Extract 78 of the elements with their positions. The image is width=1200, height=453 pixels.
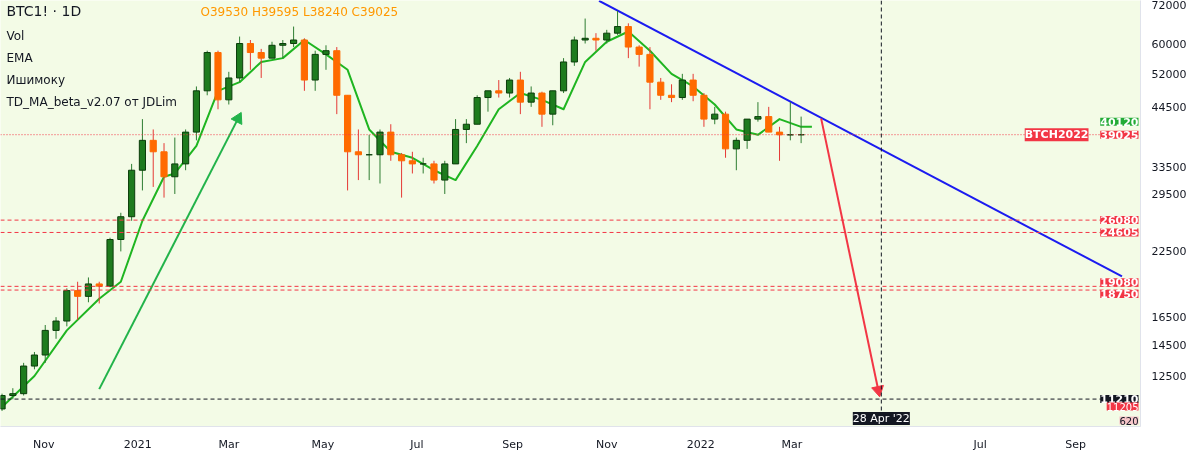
candlestick <box>74 281 82 321</box>
candlestick <box>505 77 514 99</box>
y-tick-label: 44500 <box>1151 100 1187 114</box>
x-tick-label: Jul <box>409 437 424 451</box>
x-tick-label: 2022 <box>686 437 715 451</box>
x-tick-label: Mar <box>218 437 240 451</box>
candlestick <box>430 160 438 184</box>
candlestick <box>484 90 492 113</box>
candlestick <box>678 73 686 101</box>
candlestick <box>354 128 362 181</box>
candlestick <box>689 73 697 102</box>
ref-line-label: 28 Apr '22 <box>852 412 910 425</box>
y-tick-label: 52000 <box>1151 67 1187 81</box>
candlestick <box>225 71 233 105</box>
candlestick <box>95 281 103 304</box>
candlestick <box>257 48 265 79</box>
x-tick-label: Nov <box>32 437 55 451</box>
x-tick-label: May <box>311 437 335 451</box>
x-tick-label: Mar <box>781 437 803 451</box>
candlestick <box>527 85 535 108</box>
ref-line-label: 24605 <box>1100 226 1139 240</box>
candlestick <box>84 276 93 303</box>
candlestick <box>538 91 546 128</box>
x-tick-label: 2021 <box>123 437 152 451</box>
candlestick <box>441 160 449 195</box>
y-tick-label: 29500 <box>1151 188 1187 201</box>
x-tick-label: Nov <box>596 437 618 451</box>
x-tick-label: Sep <box>502 437 524 451</box>
candlestick <box>376 128 384 184</box>
chart-title: BTC1! · 1D <box>6 2 82 19</box>
candlestick <box>290 26 298 48</box>
candlestick <box>398 152 406 199</box>
annotation: Vol <box>6 28 25 43</box>
annotation: Ишимоку <box>6 72 65 87</box>
candlestick <box>322 44 330 71</box>
candlestick <box>149 128 157 188</box>
candlestick <box>117 212 125 252</box>
y-tick-label: 16500 <box>1151 311 1187 325</box>
candlestick <box>613 10 622 36</box>
y-tick-label: 12500 <box>1151 370 1187 383</box>
y-tick-label: 33500 <box>1151 161 1187 175</box>
annotation: BTCH2022 <box>1024 128 1089 142</box>
candlestick <box>743 118 751 150</box>
y-tick-label: 72000 <box>1151 0 1187 12</box>
candlestick <box>408 151 416 174</box>
candlestick <box>592 32 600 52</box>
x-tick-label: Sep <box>1065 437 1087 451</box>
candlestick <box>549 90 557 126</box>
candlestick <box>52 316 60 340</box>
candlestick <box>581 18 589 45</box>
annotation: TD_MA_beta_v2.07 от JDLim <box>5 94 177 109</box>
candlestick <box>624 22 632 59</box>
y-tick-label: 14500 <box>1151 338 1187 352</box>
candlestick <box>754 101 762 123</box>
annotation: 40120 <box>1100 115 1139 129</box>
candlestick <box>657 77 665 101</box>
candlestick <box>462 118 470 144</box>
candlestick <box>279 39 287 59</box>
candlestick <box>246 39 254 71</box>
candlestick <box>635 44 643 68</box>
ref-line-label: 18750 <box>1100 288 1139 302</box>
y-tick-label: 22500 <box>1151 245 1187 259</box>
candlestick <box>570 36 578 67</box>
candlestick <box>775 126 784 162</box>
candlestick <box>516 71 524 115</box>
annotation: 620 <box>1119 415 1139 427</box>
candlestick <box>765 106 773 133</box>
candlestick <box>700 92 708 128</box>
y-tick-label: 60000 <box>1151 37 1187 51</box>
annotation: EMA <box>6 50 34 65</box>
ref-line-label: 26080 <box>1100 214 1139 228</box>
ref-line-label: 39025 <box>1100 128 1139 142</box>
candlestick <box>732 137 740 171</box>
candlestick <box>387 123 395 162</box>
ref-line-label: 19080 <box>1100 276 1139 290</box>
chart-subtitle: O39530 H39595 L38240 C39025 <box>200 4 399 19</box>
candlestick <box>171 137 179 195</box>
x-tick-label: Jul <box>972 437 987 451</box>
